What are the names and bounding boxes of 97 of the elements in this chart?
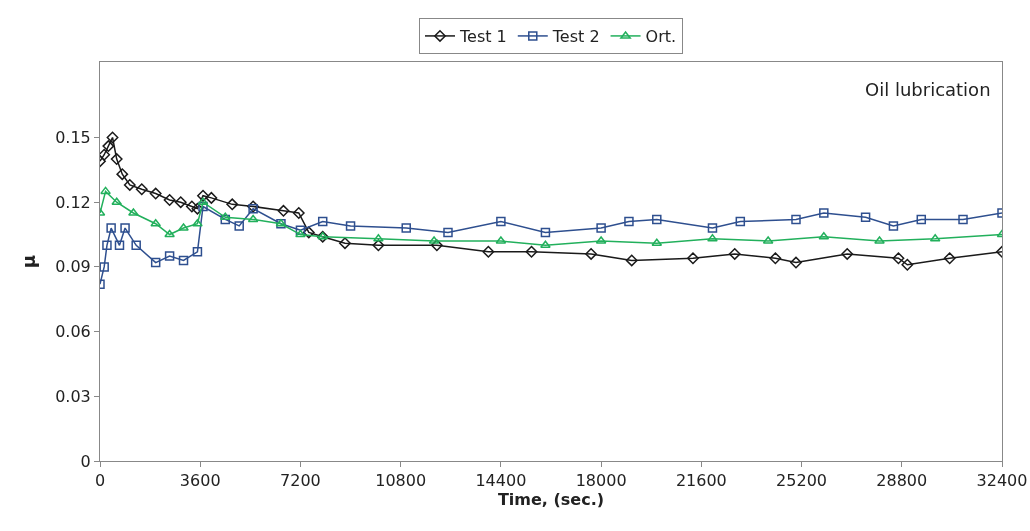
point: [106, 131, 119, 144]
x-axis-title: Time, (sec.): [497, 490, 605, 510]
point: [192, 219, 203, 227]
point: [791, 214, 801, 225]
point: [790, 256, 802, 269]
x-tick-label: 21600: [675, 471, 727, 491]
x-tick-label: 28800: [876, 471, 928, 491]
point: [302, 226, 315, 239]
x-tick-label: 7200: [280, 471, 321, 491]
legend-label: Test 2: [551, 27, 600, 47]
point: [247, 214, 259, 223]
point: [769, 252, 782, 265]
point: [192, 247, 203, 257]
point: [624, 216, 634, 227]
point: [652, 214, 662, 225]
point: [198, 201, 208, 212]
x-tick-label: 18000: [575, 471, 627, 491]
point: [707, 234, 718, 242]
point: [401, 223, 411, 233]
point: [123, 178, 136, 191]
point: [687, 252, 699, 265]
point: [219, 212, 231, 221]
point: [114, 240, 125, 251]
point: [540, 227, 551, 238]
point: [197, 189, 209, 202]
point: [819, 208, 829, 218]
y-tick-label: 0.12: [55, 192, 91, 212]
point: [110, 153, 123, 165]
point: [888, 221, 899, 231]
point: [178, 255, 189, 266]
point: [226, 198, 239, 211]
point: [205, 191, 218, 204]
x-tick-label: 32400: [976, 471, 1028, 491]
point: [149, 187, 162, 200]
point: [841, 248, 854, 260]
point: [728, 248, 741, 260]
point: [596, 223, 606, 233]
point: [874, 236, 885, 244]
x-tick-label: 3600: [179, 471, 221, 491]
annotation: Oil lubrication: [865, 79, 991, 100]
legend-label: Test 1: [459, 27, 507, 47]
point: [373, 234, 384, 242]
point: [443, 227, 453, 238]
point: [372, 239, 385, 252]
point: [735, 216, 746, 227]
point: [860, 212, 871, 223]
point: [164, 251, 175, 261]
point: [116, 168, 129, 181]
point: [958, 214, 968, 225]
point: [191, 202, 204, 215]
point: [943, 252, 956, 265]
point: [234, 221, 244, 231]
point: [901, 258, 914, 271]
point: [131, 240, 141, 251]
point: [174, 196, 187, 209]
y-tick-label: 0.09: [55, 257, 91, 277]
point: [496, 216, 506, 227]
point: [818, 231, 830, 240]
point: [295, 229, 306, 238]
point: [892, 252, 905, 265]
point: [102, 140, 115, 153]
point: [100, 186, 111, 195]
point: [277, 204, 290, 217]
x-tick-label: 14400: [475, 471, 527, 491]
point: [220, 214, 231, 225]
legend-label: Ort.: [645, 27, 677, 47]
point: [707, 223, 718, 233]
point: [345, 221, 356, 231]
y-tick-label: 0.03: [55, 386, 91, 406]
point: [292, 207, 305, 219]
point: [339, 237, 351, 250]
point: [295, 225, 306, 235]
point: [916, 214, 927, 225]
point: [120, 223, 130, 233]
x-tick-label: 10800: [375, 471, 427, 491]
point: [625, 254, 638, 267]
y-tick-label: 0.15: [55, 128, 91, 148]
point: [150, 257, 161, 268]
point: [317, 216, 328, 227]
point: [106, 223, 116, 233]
point: [185, 200, 198, 213]
point: [585, 248, 598, 260]
point: [525, 245, 538, 258]
point: [164, 229, 175, 238]
point: [178, 223, 189, 231]
point: [100, 148, 111, 161]
y-tick-label: 0.06: [55, 322, 91, 342]
y-axis-title: μ: [18, 254, 40, 269]
x-tick-label: 25200: [776, 471, 828, 491]
point: [128, 208, 139, 216]
point: [540, 240, 551, 249]
point: [135, 183, 148, 196]
x-tick-label: 0: [94, 471, 106, 491]
point: [102, 240, 112, 251]
point: [163, 194, 176, 206]
y-tick-label: 0: [80, 451, 91, 471]
point: [482, 245, 495, 258]
